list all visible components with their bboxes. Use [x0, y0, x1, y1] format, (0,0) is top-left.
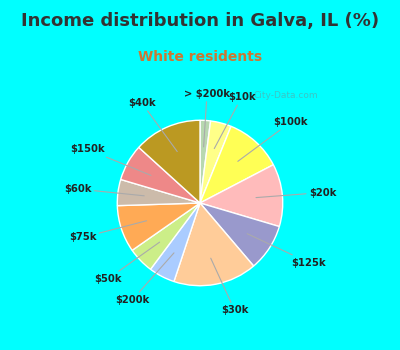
Text: $75k: $75k	[69, 221, 147, 243]
Text: $200k: $200k	[115, 253, 174, 305]
Text: $60k: $60k	[64, 184, 144, 196]
Text: City-Data.com: City-Data.com	[254, 91, 318, 100]
Wedge shape	[139, 120, 200, 203]
Wedge shape	[117, 203, 200, 250]
Wedge shape	[200, 121, 231, 203]
Text: $30k: $30k	[211, 258, 248, 315]
Wedge shape	[132, 203, 200, 269]
Wedge shape	[200, 165, 283, 226]
Wedge shape	[200, 126, 273, 203]
Text: $40k: $40k	[128, 98, 177, 152]
Wedge shape	[117, 180, 200, 206]
Wedge shape	[200, 203, 279, 266]
Text: Income distribution in Galva, IL (%): Income distribution in Galva, IL (%)	[21, 12, 379, 30]
Wedge shape	[200, 120, 210, 203]
Text: $150k: $150k	[70, 145, 151, 175]
Wedge shape	[150, 203, 200, 281]
Text: $50k: $50k	[94, 242, 160, 284]
Text: > $200k: > $200k	[184, 89, 230, 147]
Text: $10k: $10k	[214, 92, 255, 149]
Text: $20k: $20k	[256, 188, 336, 198]
Wedge shape	[121, 147, 200, 203]
Text: $125k: $125k	[247, 234, 326, 267]
Text: White residents: White residents	[138, 50, 262, 64]
Wedge shape	[174, 203, 254, 286]
Text: $100k: $100k	[238, 117, 308, 161]
